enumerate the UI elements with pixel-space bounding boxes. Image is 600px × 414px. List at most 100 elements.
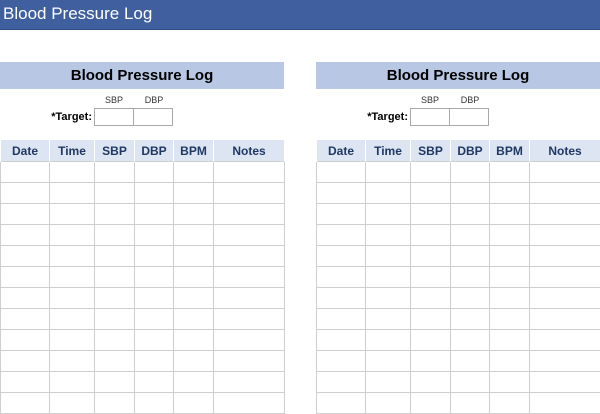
log-cell-bpm[interactable] [490, 393, 530, 414]
log-cell-date[interactable] [1, 309, 50, 330]
log-cell-time[interactable] [366, 162, 411, 183]
log-cell-date[interactable] [317, 372, 366, 393]
log-cell-dbp[interactable] [135, 246, 174, 267]
log-cell-bpm[interactable] [490, 225, 530, 246]
log-cell-notes[interactable] [214, 309, 285, 330]
log-cell-dbp[interactable] [135, 288, 174, 309]
log-cell-date[interactable] [1, 267, 50, 288]
log-cell-notes[interactable] [214, 162, 285, 183]
log-cell-notes[interactable] [530, 309, 600, 330]
log-cell-bpm[interactable] [174, 309, 214, 330]
log-cell-time[interactable] [50, 372, 95, 393]
log-cell-bpm[interactable] [490, 162, 530, 183]
log-cell-date[interactable] [1, 246, 50, 267]
log-cell-dbp[interactable] [135, 393, 174, 414]
log-cell-dbp[interactable] [135, 372, 174, 393]
log-cell-dbp[interactable] [451, 246, 490, 267]
log-cell-bpm[interactable] [490, 372, 530, 393]
log-cell-bpm[interactable] [490, 183, 530, 204]
log-cell-date[interactable] [1, 351, 50, 372]
log-cell-dbp[interactable] [451, 372, 490, 393]
log-cell-dbp[interactable] [451, 309, 490, 330]
log-cell-notes[interactable] [214, 330, 285, 351]
log-cell-time[interactable] [50, 225, 95, 246]
log-cell-bpm[interactable] [490, 351, 530, 372]
log-cell-time[interactable] [50, 288, 95, 309]
log-cell-bpm[interactable] [174, 225, 214, 246]
log-cell-notes[interactable] [214, 183, 285, 204]
log-cell-dbp[interactable] [451, 162, 490, 183]
log-cell-dbp[interactable] [135, 183, 174, 204]
log-cell-time[interactable] [366, 351, 411, 372]
log-cell-notes[interactable] [530, 393, 600, 414]
log-cell-date[interactable] [317, 393, 366, 414]
log-cell-time[interactable] [366, 204, 411, 225]
log-cell-sbp[interactable] [95, 225, 135, 246]
log-cell-notes[interactable] [530, 225, 600, 246]
log-cell-sbp[interactable] [95, 183, 135, 204]
log-cell-date[interactable] [1, 288, 50, 309]
log-cell-sbp[interactable] [411, 267, 451, 288]
log-cell-dbp[interactable] [451, 393, 490, 414]
log-cell-notes[interactable] [214, 393, 285, 414]
log-cell-date[interactable] [1, 330, 50, 351]
log-cell-notes[interactable] [530, 183, 600, 204]
log-cell-sbp[interactable] [411, 183, 451, 204]
log-cell-date[interactable] [1, 183, 50, 204]
log-cell-notes[interactable] [530, 162, 600, 183]
log-cell-date[interactable] [317, 330, 366, 351]
log-cell-date[interactable] [317, 183, 366, 204]
log-cell-notes[interactable] [214, 267, 285, 288]
log-cell-dbp[interactable] [451, 225, 490, 246]
log-cell-time[interactable] [366, 309, 411, 330]
log-cell-time[interactable] [50, 267, 95, 288]
log-cell-bpm[interactable] [490, 309, 530, 330]
log-cell-time[interactable] [50, 330, 95, 351]
log-cell-bpm[interactable] [490, 267, 530, 288]
log-cell-bpm[interactable] [174, 393, 214, 414]
log-cell-time[interactable] [366, 183, 411, 204]
log-cell-bpm[interactable] [490, 330, 530, 351]
log-cell-date[interactable] [317, 225, 366, 246]
log-cell-sbp[interactable] [95, 288, 135, 309]
log-cell-bpm[interactable] [174, 351, 214, 372]
log-cell-notes[interactable] [214, 225, 285, 246]
log-cell-dbp[interactable] [135, 351, 174, 372]
log-cell-bpm[interactable] [174, 267, 214, 288]
log-cell-notes[interactable] [214, 204, 285, 225]
log-cell-date[interactable] [317, 246, 366, 267]
log-cell-dbp[interactable] [451, 288, 490, 309]
log-cell-date[interactable] [317, 309, 366, 330]
log-cell-notes[interactable] [530, 246, 600, 267]
log-cell-time[interactable] [50, 246, 95, 267]
log-cell-bpm[interactable] [174, 183, 214, 204]
log-cell-notes[interactable] [530, 204, 600, 225]
log-cell-date[interactable] [317, 204, 366, 225]
log-cell-time[interactable] [366, 288, 411, 309]
log-cell-sbp[interactable] [95, 330, 135, 351]
log-cell-dbp[interactable] [135, 225, 174, 246]
log-cell-bpm[interactable] [174, 288, 214, 309]
target-dbp-cell[interactable] [449, 108, 489, 126]
log-cell-time[interactable] [50, 309, 95, 330]
log-cell-sbp[interactable] [411, 162, 451, 183]
log-cell-sbp[interactable] [95, 393, 135, 414]
log-cell-time[interactable] [50, 162, 95, 183]
log-cell-sbp[interactable] [95, 204, 135, 225]
log-cell-notes[interactable] [530, 288, 600, 309]
log-cell-time[interactable] [366, 372, 411, 393]
log-cell-bpm[interactable] [174, 246, 214, 267]
log-cell-bpm[interactable] [490, 246, 530, 267]
log-cell-date[interactable] [317, 288, 366, 309]
log-cell-sbp[interactable] [411, 246, 451, 267]
log-cell-sbp[interactable] [95, 372, 135, 393]
log-cell-notes[interactable] [214, 372, 285, 393]
log-cell-date[interactable] [1, 204, 50, 225]
log-cell-sbp[interactable] [411, 330, 451, 351]
log-cell-sbp[interactable] [411, 204, 451, 225]
log-cell-dbp[interactable] [135, 204, 174, 225]
log-cell-dbp[interactable] [135, 330, 174, 351]
log-cell-time[interactable] [366, 246, 411, 267]
log-cell-time[interactable] [366, 330, 411, 351]
log-cell-sbp[interactable] [95, 246, 135, 267]
